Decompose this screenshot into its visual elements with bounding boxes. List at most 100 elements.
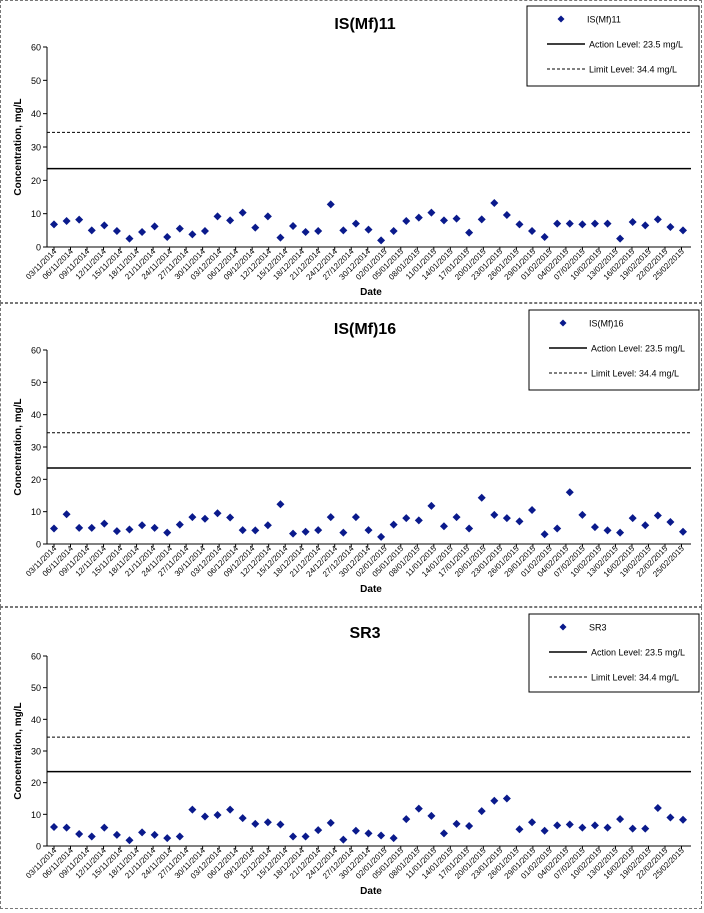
data-point: [339, 835, 348, 844]
data-point: [515, 517, 524, 526]
y-tick-label: 40: [31, 410, 41, 420]
data-point: [402, 217, 411, 225]
data-point: [364, 526, 373, 535]
legend-label-action: Action Level: 23.5 mg/L: [591, 648, 685, 658]
data-point: [364, 829, 373, 838]
data-point: [578, 510, 587, 519]
y-tick-label: 40: [31, 715, 41, 725]
chart-is-mf-16: IS(Mf)16 Concentration, mg/L 0 10 20 30 40 50 60…: [13, 309, 700, 595]
data-point: [666, 223, 675, 231]
data-point: [263, 521, 272, 530]
data-point: [653, 511, 662, 520]
data-point: [339, 226, 348, 235]
data-point: [289, 222, 298, 230]
data-point: [276, 233, 285, 242]
legend-label-action: Action Level: 23.5 mg/L: [589, 40, 683, 50]
data-point: [226, 805, 235, 814]
data-point: [616, 815, 625, 824]
data-point: [87, 832, 96, 841]
legend-label-limit: Limit Level: 34.4 mg/L: [591, 673, 679, 683]
data-point: [263, 818, 272, 827]
data-point: [351, 513, 360, 522]
data-point: [653, 215, 662, 224]
data-point: [138, 521, 147, 530]
data-point: [238, 814, 247, 823]
data-point: [100, 823, 109, 832]
chart-panel-3: SR3 Concentration, mg/L 0 10 20 30 40 50 60 03/11…: [0, 607, 702, 909]
x-axis-label: Date: [360, 584, 382, 595]
data-point: [351, 826, 360, 835]
data-point: [439, 522, 448, 531]
legend-marker-series: [559, 623, 567, 631]
data-point: [200, 514, 209, 523]
data-point: [75, 215, 84, 224]
data-point: [62, 823, 71, 832]
data-point: [289, 832, 298, 841]
data-point: [100, 221, 109, 230]
y-tick-label: 10: [31, 810, 41, 820]
y-axis-label: Concentration, mg/L: [13, 702, 24, 799]
data-point: [251, 526, 260, 535]
data-point: [565, 820, 574, 829]
y-tick-label: 0: [36, 842, 41, 852]
data-point: [414, 213, 423, 222]
data-point: [276, 820, 285, 829]
legend-box: [528, 309, 700, 391]
y-tick-label: 30: [31, 443, 41, 453]
data-point: [150, 222, 159, 231]
data-point: [150, 523, 159, 532]
data-point: [565, 488, 574, 497]
data-point: [138, 228, 147, 236]
data-point: [502, 211, 511, 219]
data-point: [515, 220, 524, 229]
data-point: [251, 819, 260, 828]
data-point: [339, 528, 348, 537]
data-point: [477, 807, 486, 816]
data-point: [389, 227, 398, 235]
data-point: [490, 199, 499, 207]
data-point: [163, 834, 172, 843]
data-point: [163, 528, 172, 537]
legend-label-limit: Limit Level: 34.4 mg/L: [591, 369, 679, 379]
data-point: [389, 834, 398, 843]
y-axis-label: Concentration, mg/L: [13, 98, 24, 195]
data-point: [226, 216, 235, 225]
data-point: [289, 529, 298, 538]
data-point: [590, 523, 599, 532]
chart-title: SR3: [349, 625, 380, 642]
data-point: [238, 526, 247, 535]
data-point: [125, 234, 134, 243]
data-point: [502, 514, 511, 523]
legend-label-series: IS(Mf)11: [587, 15, 621, 25]
data-point: [301, 228, 310, 236]
data-point: [175, 520, 184, 529]
data-point: [377, 236, 386, 245]
data-point: [553, 219, 562, 228]
data-point: [112, 227, 121, 235]
data-point: [364, 225, 373, 234]
data-point: [465, 524, 474, 533]
data-point: [175, 832, 184, 841]
data-point: [314, 826, 323, 835]
data-point: [301, 832, 310, 841]
data-point: [351, 219, 360, 228]
data-point: [578, 220, 587, 229]
data-point: [490, 510, 499, 519]
data-point: [150, 830, 159, 839]
data-point: [439, 216, 448, 225]
data-point: [465, 228, 474, 237]
data-point: [553, 821, 562, 830]
data-point: [666, 518, 675, 527]
data-point: [188, 230, 197, 239]
y-tick-label: 10: [31, 209, 41, 219]
data-point: [427, 811, 436, 820]
data-point: [603, 219, 612, 228]
data-point: [452, 513, 461, 522]
chart-title: IS(Mf)16: [334, 321, 396, 338]
data-point: [528, 506, 537, 515]
y-tick-label: 60: [31, 346, 41, 356]
data-point: [616, 528, 625, 537]
legend-marker-series: [557, 15, 565, 23]
data-point: [238, 208, 247, 217]
